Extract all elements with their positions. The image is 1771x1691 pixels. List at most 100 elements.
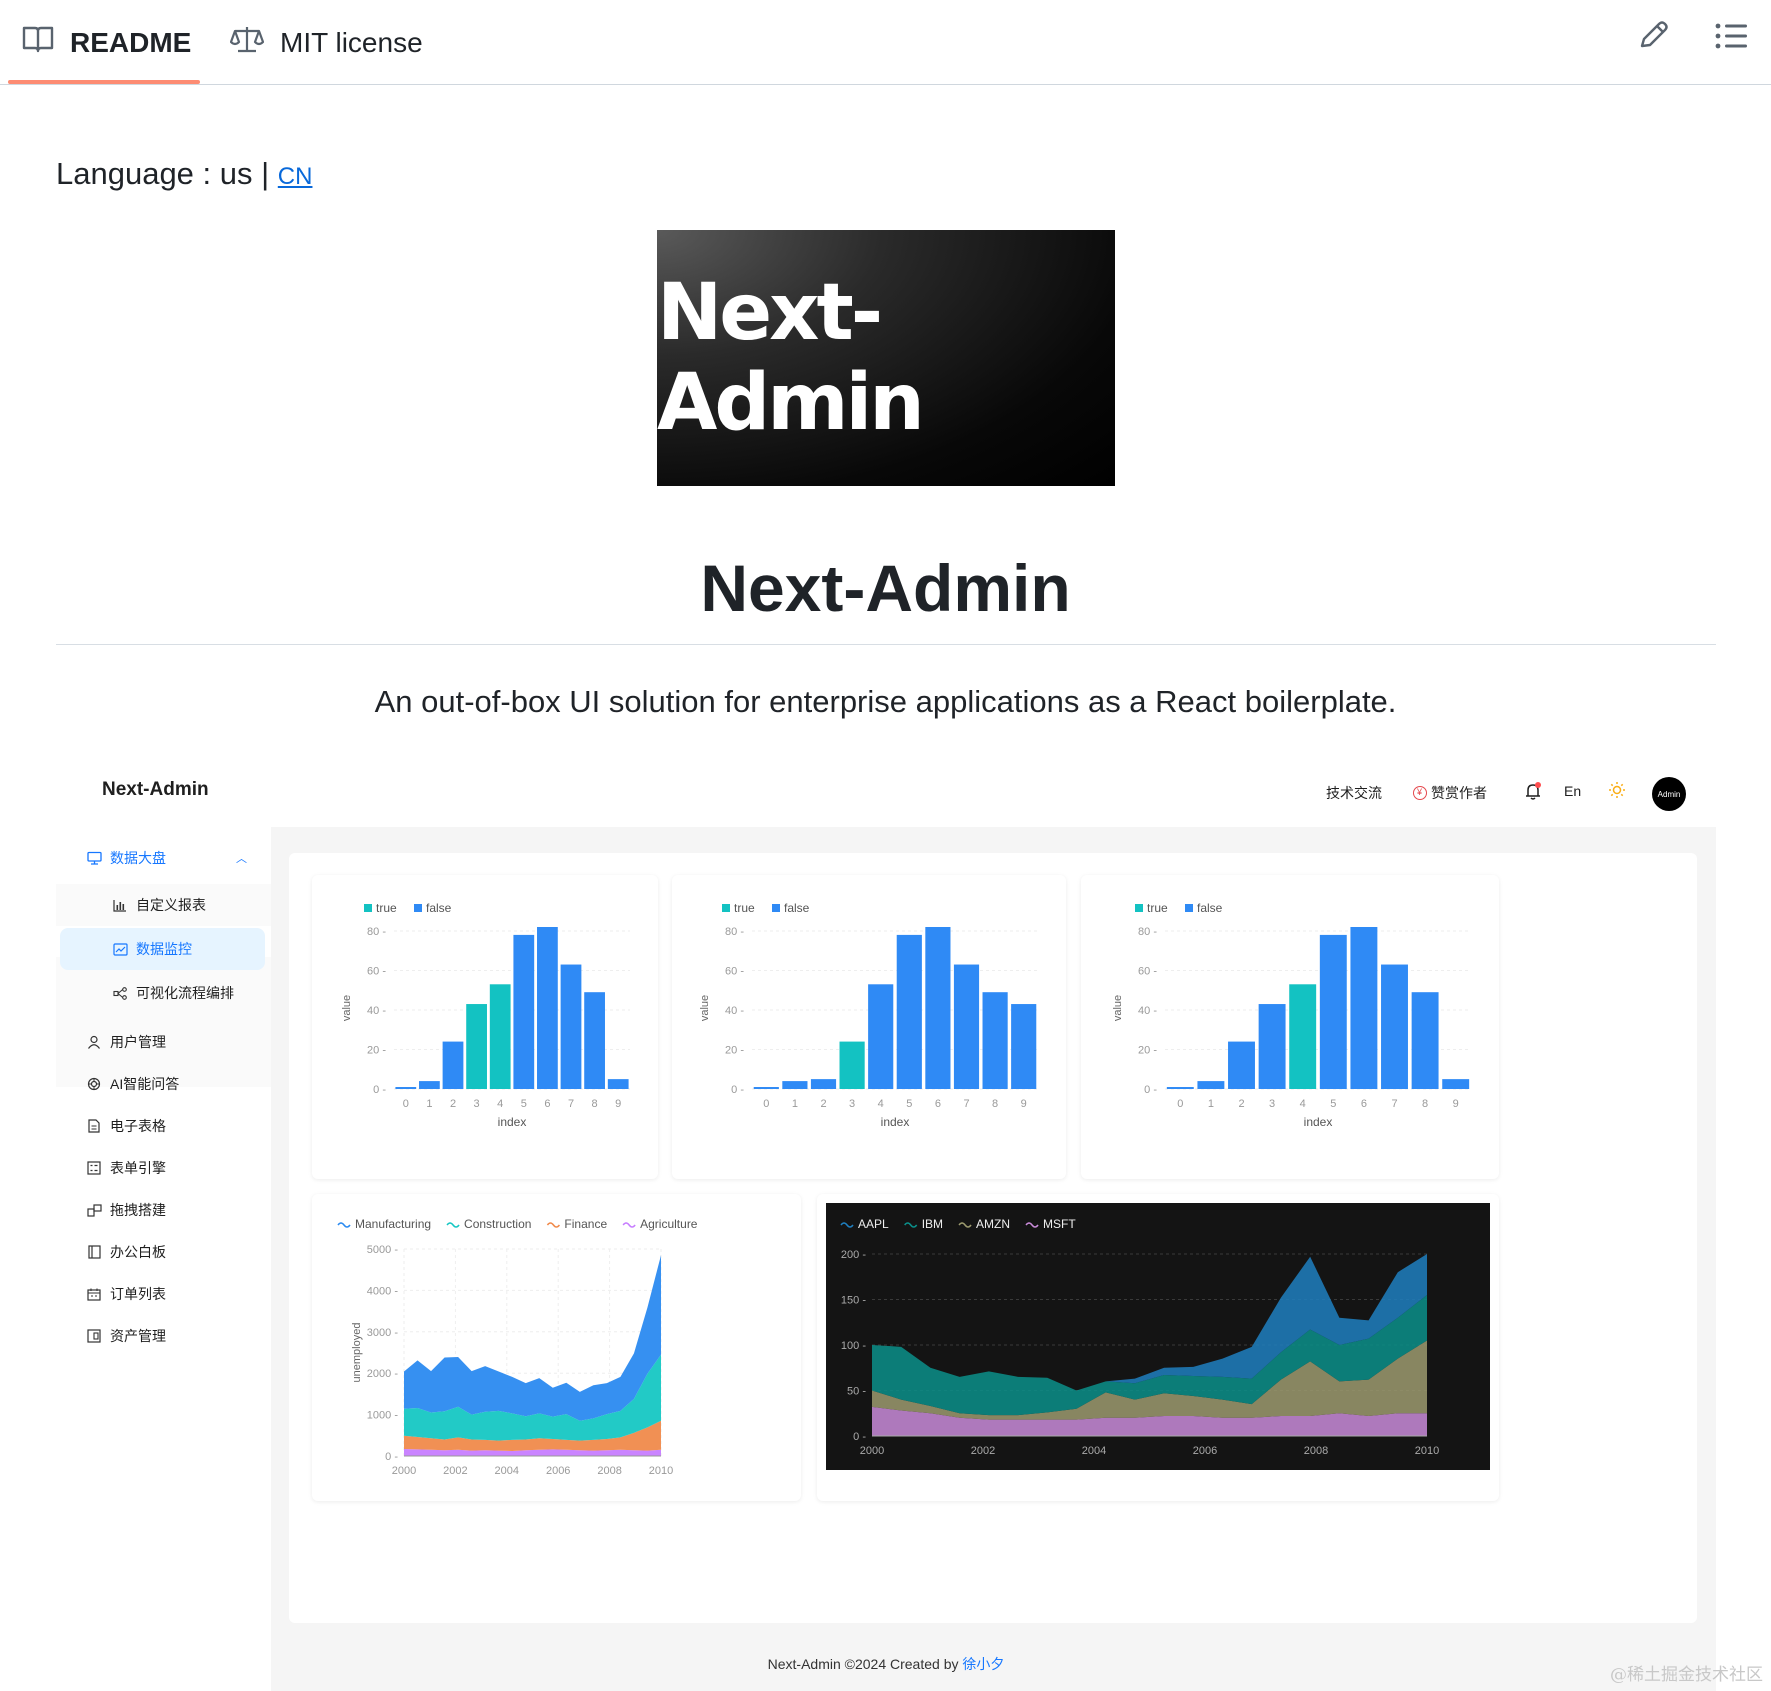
bar	[1011, 1004, 1037, 1089]
x-tick-label: 2	[1238, 1098, 1244, 1110]
sidebar-item-ai[interactable]: AI智能问答	[56, 1063, 271, 1105]
x-tick-label: 2	[820, 1098, 826, 1110]
sidebar-item-assets[interactable]: 资产管理	[56, 1315, 271, 1357]
bar-chart-2: true false 0 - 20 - 40 - 60 - 80 - value 0 1 2 3 4 5 6…	[699, 901, 1038, 1129]
sidebar-item-form-engine[interactable]: 表单引擎	[56, 1147, 271, 1189]
y-tick-label: 4000 -	[367, 1285, 399, 1297]
x-tick-label: 6	[1361, 1098, 1367, 1110]
chart-card-area-stocks: AAPL IBM AMZN MSFT 0 - 50 - 100 - 150 - 200 - 200…	[817, 1194, 1499, 1501]
x-tick-label: 7	[1391, 1098, 1397, 1110]
avatar-label: Admin	[1657, 789, 1681, 799]
area-chart-unemployed: Manufacturing Construction Finance Agricult…	[337, 1217, 698, 1477]
x-axis-label: index	[881, 1115, 910, 1129]
sidebar-item-orders[interactable]: 订单列表	[56, 1273, 271, 1315]
chart-card-bar-1: true false 0 - 20 - 40 - 60 - 80 - value 0 1 2 3 4 5 6…	[312, 875, 658, 1179]
sidebar-item-dashboard[interactable]: 数据大盘 ︿	[56, 837, 271, 879]
sidebar-item-label: 表单引擎	[110, 1160, 166, 1176]
legend-label: Agriculture	[640, 1217, 698, 1231]
language-cn-link[interactable]: CN	[277, 163, 313, 190]
x-tick-label: 4	[497, 1098, 503, 1110]
area-series	[404, 1354, 661, 1441]
readme-tabbar: README MIT license	[0, 0, 1771, 85]
y-tick-label: 80 -	[725, 926, 744, 938]
bar	[1197, 1081, 1225, 1089]
x-tick-label: 4	[878, 1098, 884, 1110]
sidebar-item-data-monitor[interactable]: 数据监控	[60, 928, 265, 970]
drag-icon	[86, 1202, 102, 1218]
bar-chart-3: true false 0 - 20 - 40 - 60 - 80 - value 0 1 2 3 4 5 6…	[1112, 901, 1471, 1129]
sidebar-item-label: 可视化流程编排	[136, 985, 234, 1001]
sidebar-item-whiteboard[interactable]: 办公白板	[56, 1231, 271, 1273]
y-tick-label: 0 -	[373, 1084, 386, 1096]
bar	[953, 964, 980, 1089]
tech-exchange-link[interactable]: 技术交流	[1326, 783, 1382, 803]
outline-list-icon[interactable]	[1714, 18, 1748, 59]
language-toggle[interactable]: En	[1564, 783, 1581, 799]
y-tick-label: 20 -	[725, 1044, 744, 1056]
tab-license[interactable]: MIT license	[229, 0, 423, 85]
x-tick-label: 2002	[443, 1465, 467, 1477]
legend-label: AMZN	[976, 1217, 1010, 1231]
tab-readme[interactable]: README	[22, 0, 191, 85]
chart-card-area-unemployed: Manufacturing Construction Finance Agricult…	[312, 1194, 801, 1501]
y-tick-label: 50 -	[847, 1386, 866, 1398]
legend-swatch	[546, 1222, 561, 1228]
sidebar-item-drag-build[interactable]: 拖拽搭建	[56, 1189, 271, 1231]
sidebar-item-label: AI智能问答	[110, 1076, 180, 1092]
x-tick-label: 3	[474, 1098, 480, 1110]
legend-swatch	[1025, 1222, 1039, 1228]
sidebar-item-label: 自定义报表	[136, 897, 206, 913]
page-title: Next-Admin	[700, 551, 1071, 625]
sidebar-item-flow[interactable]: 可视化流程编排	[56, 972, 271, 1014]
edit-pencil-icon[interactable]	[1636, 18, 1668, 59]
footer-author-link[interactable]: 徐小夕	[962, 1656, 1005, 1672]
tab-readme-label: README	[70, 26, 192, 58]
x-tick-label: 2006	[1193, 1445, 1217, 1457]
x-tick-label: 5	[906, 1098, 912, 1110]
x-tick-label: 6	[935, 1098, 941, 1110]
sun-theme-icon[interactable]	[1608, 781, 1626, 799]
bar	[1166, 1087, 1194, 1089]
x-tick-label: 8	[992, 1098, 998, 1110]
line-chart-icon	[112, 941, 128, 957]
x-tick-label: 2004	[1082, 1445, 1106, 1457]
x-tick-label: 7	[568, 1098, 574, 1110]
x-tick-label: 2004	[495, 1465, 519, 1477]
x-tick-label: 2008	[597, 1465, 621, 1477]
bar	[1319, 934, 1347, 1089]
ai-icon	[86, 1076, 102, 1092]
y-tick-label: 0 -	[731, 1084, 744, 1096]
y-tick-label: 60 -	[367, 965, 386, 977]
x-tick-label: 3	[1269, 1098, 1275, 1110]
legend-label: IBM	[922, 1217, 943, 1231]
sidebar-item-label: 订单列表	[110, 1286, 166, 1302]
x-tick-label: 9	[1021, 1098, 1027, 1110]
y-tick-label: 40 -	[1138, 1005, 1157, 1017]
y-tick-label: 40 -	[367, 1005, 386, 1017]
legend-label: MSFT	[1043, 1217, 1076, 1231]
legend-label-true: true	[376, 901, 397, 915]
sidebar-item-users[interactable]: 用户管理	[56, 1021, 271, 1063]
sponsor-button[interactable]: ¥ 赞赏作者	[1413, 783, 1487, 803]
x-tick-label: 1	[1208, 1098, 1214, 1110]
asset-icon	[86, 1328, 102, 1344]
admin-header: Next-Admin 技术交流 ¥ 赞赏作者 En Admin	[56, 757, 1716, 827]
bell-icon[interactable]	[1524, 781, 1542, 801]
title-divider	[56, 644, 1716, 645]
legend-swatch	[904, 1222, 918, 1228]
avatar[interactable]: Admin	[1652, 777, 1686, 811]
admin-brand: Next-Admin	[102, 779, 209, 800]
flow-icon	[112, 985, 128, 1001]
legend-swatch-false	[1185, 904, 1193, 912]
y-tick-label: 40 -	[725, 1005, 744, 1017]
legend-swatch-true	[364, 904, 372, 912]
footer-text: Next-Admin ©2024 Created by	[767, 1656, 963, 1672]
x-tick-label: 9	[615, 1098, 621, 1110]
bar-chart-1: true false 0 - 20 - 40 - 60 - 80 - value 0 1 2 3 4 5 6…	[341, 901, 630, 1129]
sidebar-item-spreadsheet[interactable]: 电子表格	[56, 1105, 271, 1147]
legend-label: Construction	[464, 1217, 531, 1231]
tech-exchange-label: 技术交流	[1326, 785, 1382, 801]
sidebar-item-label: 办公白板	[110, 1244, 166, 1260]
x-tick-label: 2000	[860, 1445, 884, 1457]
sidebar-item-custom-report[interactable]: 自定义报表	[56, 884, 271, 926]
